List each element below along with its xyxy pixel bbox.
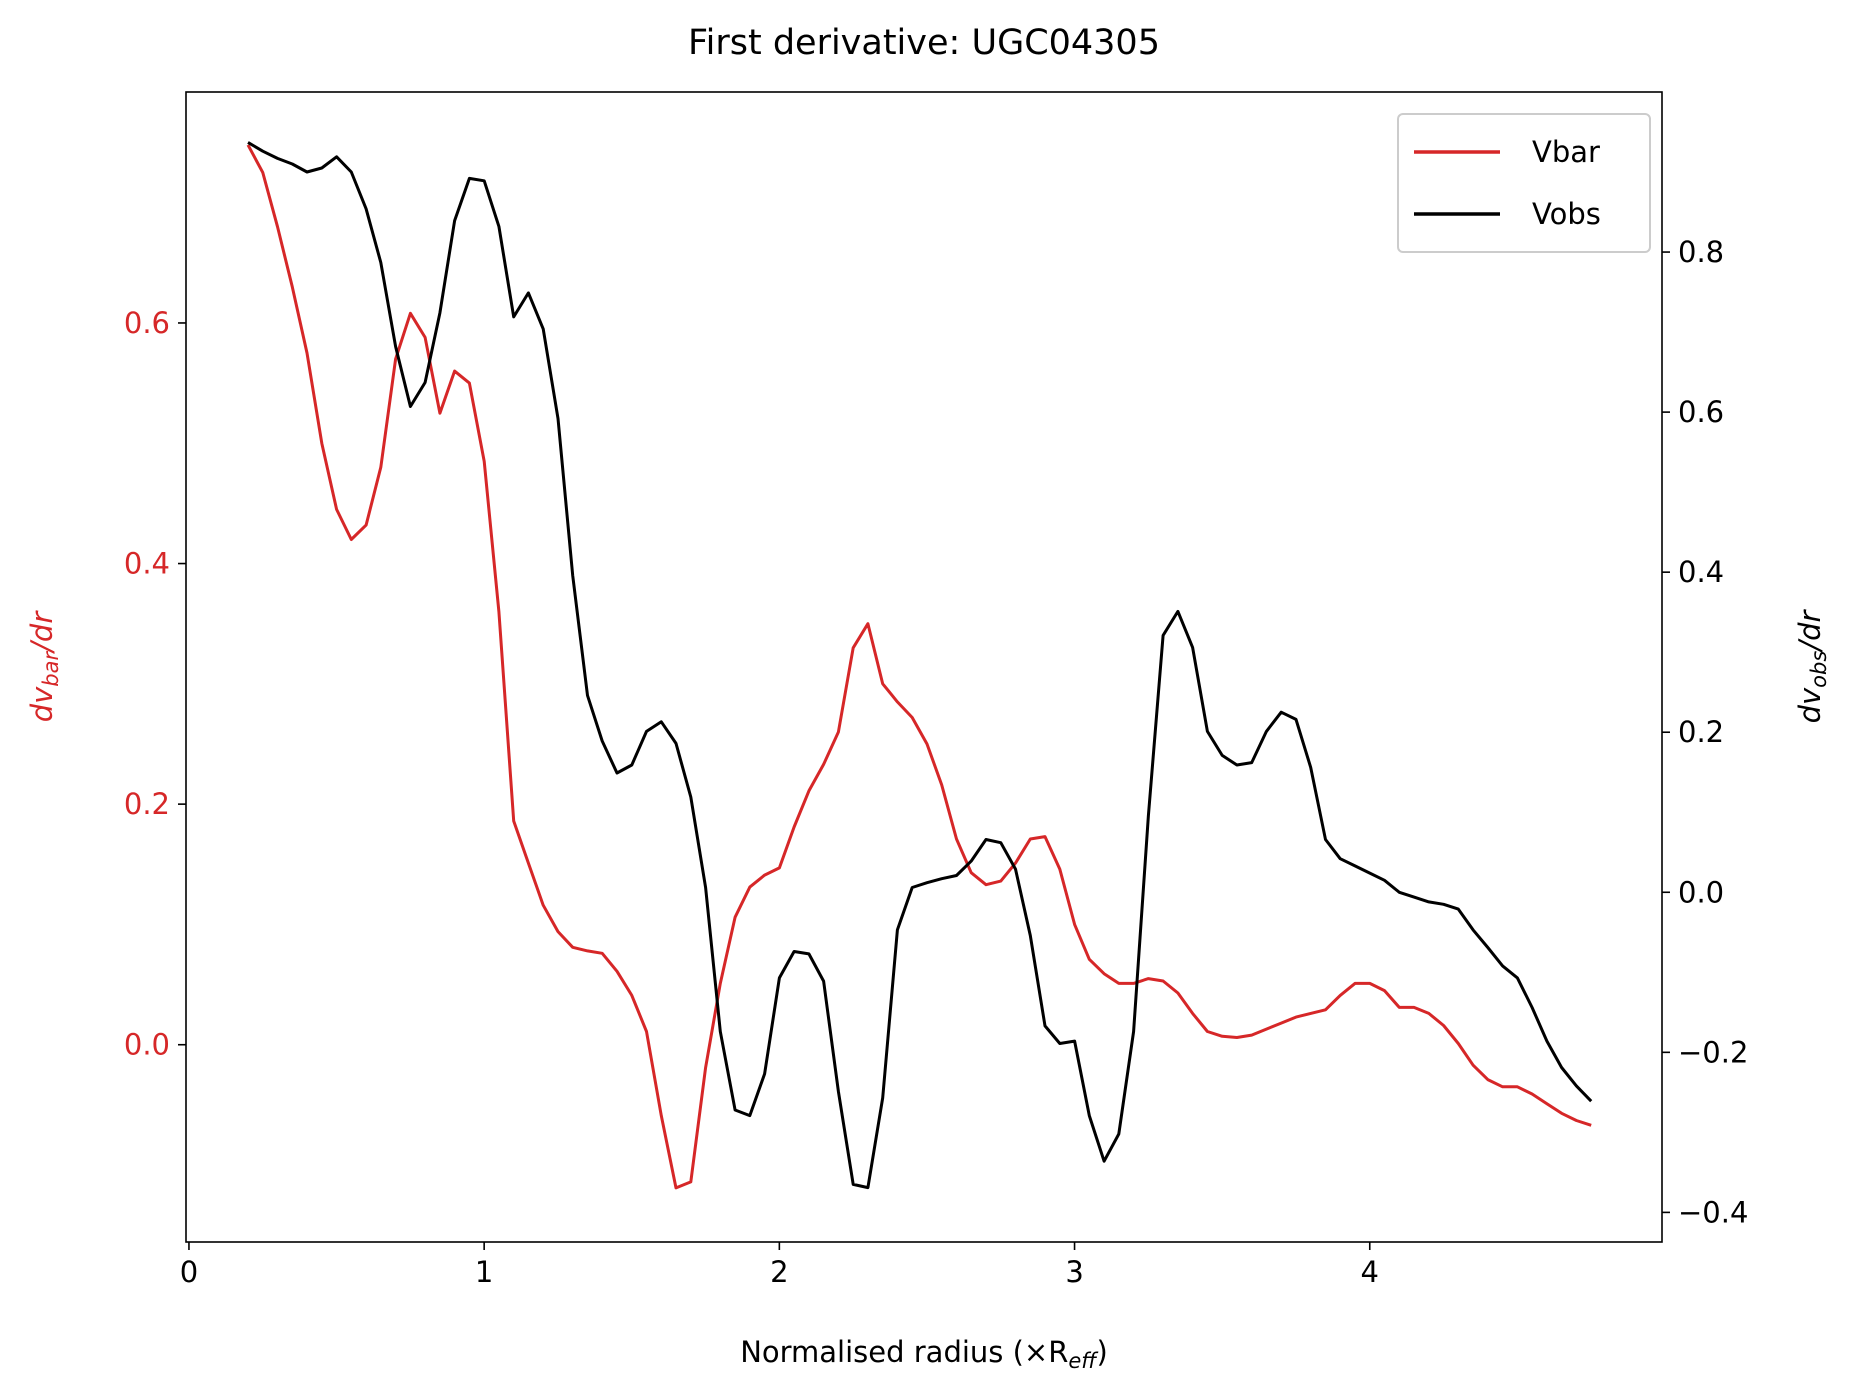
- x-tick-label: 1: [475, 1255, 493, 1289]
- y2-tick-label: 0.4: [1678, 555, 1724, 589]
- y-axis-label-part: dv: [25, 686, 59, 722]
- x-tick-label: 2: [770, 1255, 788, 1289]
- y-axis-label-part: /dr: [25, 610, 59, 655]
- y2-tick-label: 0.2: [1678, 715, 1724, 749]
- legend-label: Vbar: [1532, 135, 1600, 169]
- y2-axis-label: dvobs/dr: [1793, 609, 1831, 724]
- y-tick-label: 0.0: [124, 1028, 170, 1062]
- y2-tick-label: 0.6: [1678, 395, 1724, 429]
- x-axis-label-part: Normalised radius (×R: [740, 1335, 1068, 1369]
- x-tick-label: 3: [1065, 1255, 1083, 1289]
- y-axis-label-part: bar: [39, 650, 63, 686]
- y-tick-label: 0.6: [124, 306, 170, 340]
- data-line: [246, 144, 1592, 1190]
- y2-axis-label-part: obs: [1807, 651, 1831, 688]
- y2-tick-label: 0.0: [1678, 875, 1724, 909]
- y-axis-label: dvbar/dr: [25, 610, 63, 723]
- y2-tick-label: −0.2: [1678, 1035, 1748, 1069]
- x-tick-label: 4: [1361, 1255, 1379, 1289]
- y2-axis-label-part: /dr: [1793, 609, 1827, 654]
- data-line: [247, 141, 1593, 1190]
- y-tick-label: 0.4: [124, 547, 170, 581]
- y2-tick-label: 0.8: [1678, 235, 1724, 269]
- x-tick-label: 0: [180, 1255, 198, 1289]
- x-axis-label-part: eff: [1068, 1349, 1099, 1373]
- y-tick-label: 0.2: [124, 787, 170, 821]
- y2-axis-label-part: dv: [1793, 687, 1827, 723]
- chart-title: First derivative: UGC04305: [688, 23, 1160, 63]
- x-axis-label: Normalised radius (×Reff): [740, 1335, 1108, 1373]
- plot-frame: [185, 91, 1663, 1243]
- legend-label: Vobs: [1532, 197, 1601, 231]
- legend-box: [1397, 113, 1651, 253]
- y2-tick-label: −0.4: [1678, 1195, 1748, 1229]
- x-axis-label-part: ): [1096, 1335, 1107, 1369]
